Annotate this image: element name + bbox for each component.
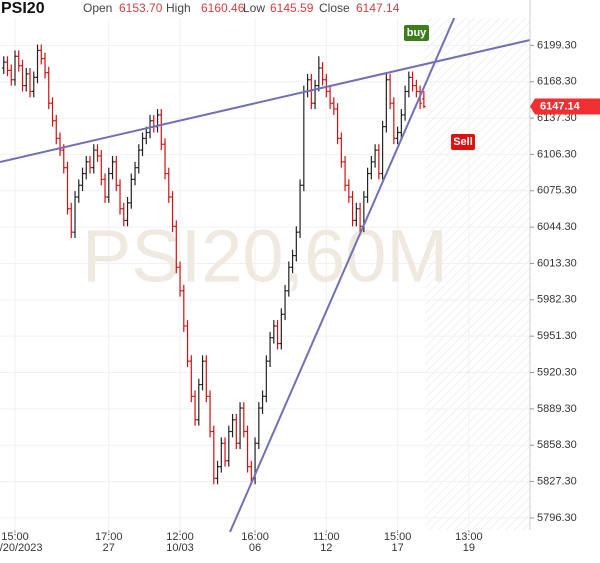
y-tick-label: 5951.30 — [537, 330, 577, 342]
x-tick-label: 17 — [391, 542, 403, 554]
symbol-title: PSI20 — [1, 0, 45, 17]
price-tag-label: 6147.14 — [540, 100, 581, 112]
x-tick-label: 12 — [320, 542, 332, 554]
x-tick-label: 10/03 — [166, 542, 194, 554]
x-tick-label: 17:00 — [95, 531, 123, 543]
y-tick-label: 5827.30 — [537, 475, 577, 487]
trend-line — [229, 0, 463, 533]
y-tick-label: 6013.30 — [537, 257, 577, 269]
y-tick-label: 6168.30 — [537, 76, 577, 88]
sell-badge — [451, 134, 475, 150]
future-area — [425, 0, 530, 530]
y-tick-label: 5982.30 — [537, 294, 577, 306]
header-bg — [0, 0, 600, 18]
header-label: Close — [319, 1, 350, 15]
x-tick-label: 06 — [249, 542, 261, 554]
header-value: 6160.46 — [201, 1, 245, 15]
y-tick-label: 6075.30 — [537, 185, 577, 197]
header-value: 6145.59 — [270, 1, 314, 15]
y-tick-label: 6137.30 — [537, 112, 577, 124]
x-tick-label: 13:00 — [455, 531, 483, 543]
x-tick-label: 15:00 — [384, 531, 412, 543]
y-tick-label: 6199.30 — [537, 39, 577, 51]
header-label: High — [166, 1, 191, 15]
watermark: PSI20,60M — [82, 215, 448, 298]
y-tick-label: 6106.30 — [537, 148, 577, 160]
y-tick-label: 5796.30 — [537, 512, 577, 524]
header-label: Open — [83, 1, 112, 15]
sell-label: Sell — [453, 136, 473, 148]
y-tick-label: 6044.30 — [537, 221, 577, 233]
buy-badge — [404, 25, 429, 41]
x-tick-label: 27 — [103, 542, 115, 554]
x-tick-label: 09/20/2023 — [0, 542, 43, 554]
y-tick-label: 5889.30 — [537, 403, 577, 415]
header-value: 6153.70 — [119, 1, 163, 15]
x-tick-label: 15:00 — [1, 531, 29, 543]
price-tag — [530, 98, 600, 115]
header-value: 6147.14 — [356, 1, 400, 15]
x-tick-label: 19 — [463, 542, 475, 554]
header-label: Low — [243, 1, 265, 15]
x-tick-label: 16:00 — [241, 531, 269, 543]
y-tick-label: 5920.30 — [537, 366, 577, 378]
x-tick-label: 11:00 — [313, 531, 340, 543]
y-tick-label: 5858.30 — [537, 439, 577, 451]
buy-label: buy — [407, 27, 427, 39]
x-tick-label: 12:00 — [166, 531, 194, 543]
trend-line — [0, 39, 531, 163]
